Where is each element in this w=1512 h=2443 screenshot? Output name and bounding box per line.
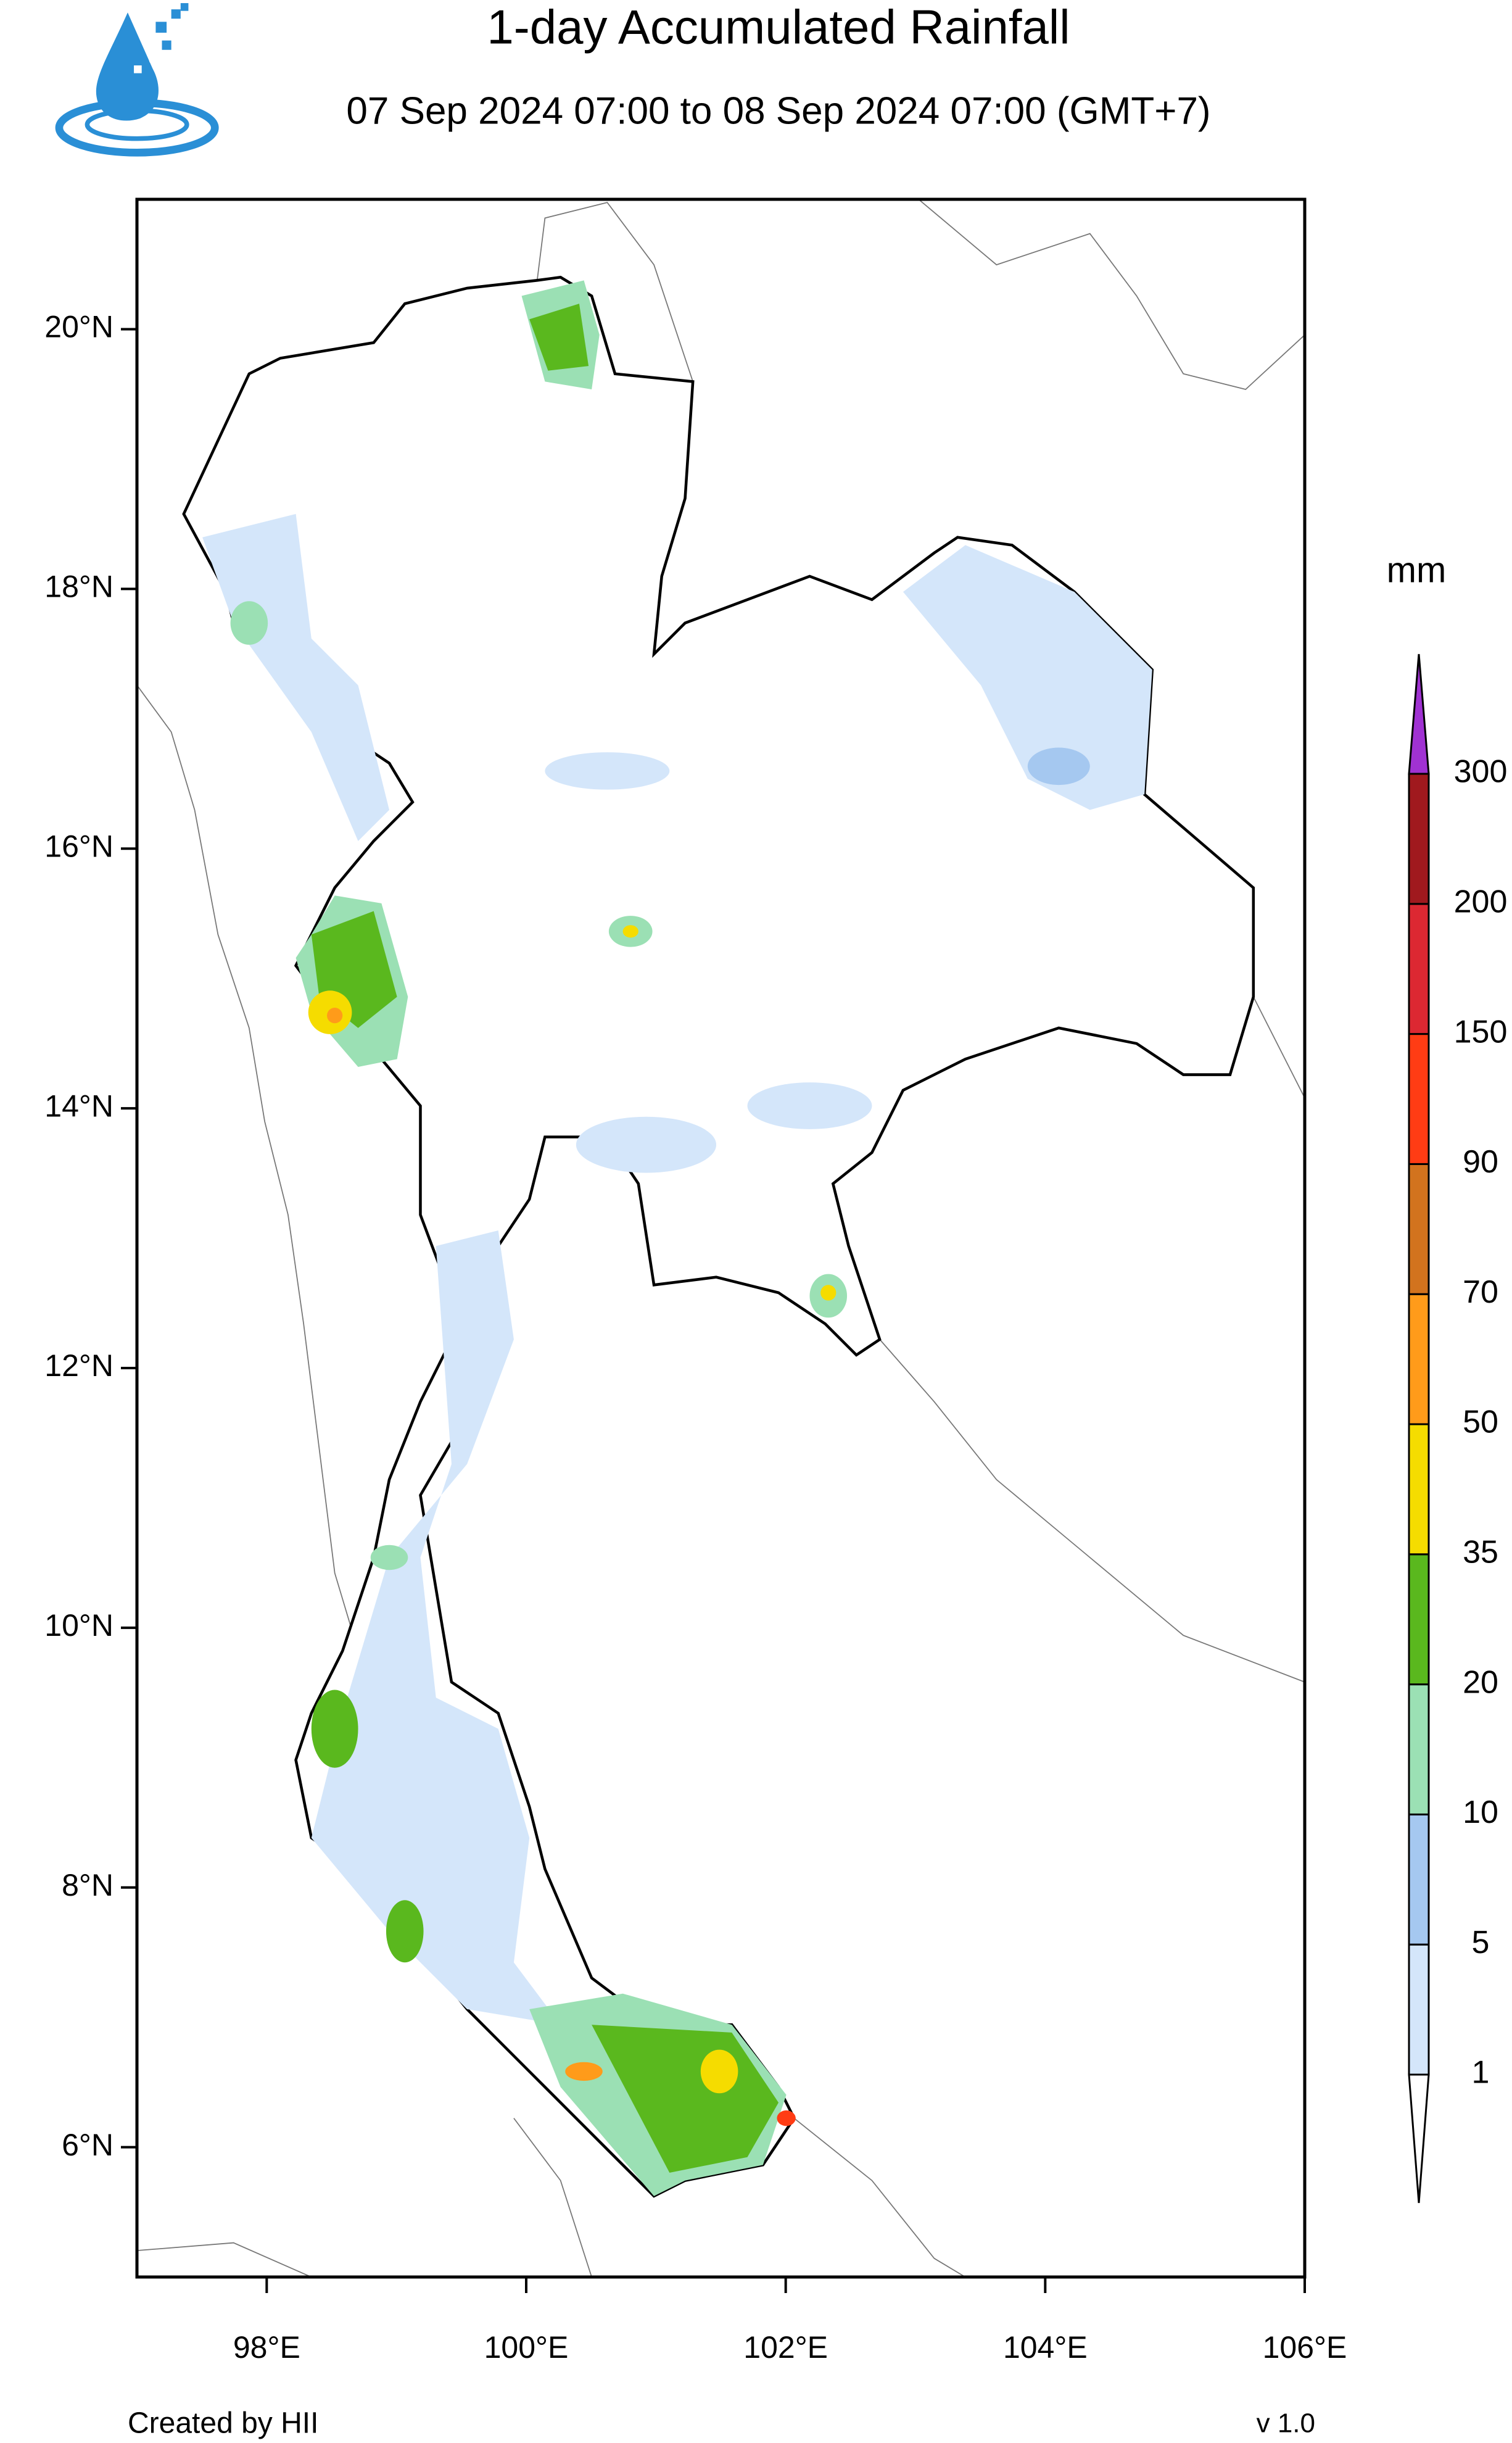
colorbar-box	[1408, 1293, 1430, 1425]
y-tick-label: 20°N	[44, 310, 114, 344]
colorbar-box	[1408, 1683, 1430, 1815]
colorbar-label: 1	[1472, 2055, 1490, 2091]
colorbar-box	[1408, 773, 1430, 905]
y-tick-label: 12°N	[44, 1348, 114, 1383]
colorbar-over	[1408, 653, 1430, 775]
neighbour-borders	[137, 199, 1305, 2277]
title: 1-day Accumulated Rainfall	[487, 0, 1070, 54]
map-frame	[135, 197, 1307, 2279]
colorbar-label: 70	[1463, 1274, 1498, 1310]
colorbar-label: 200	[1454, 884, 1508, 920]
y-tick-label: 18°N	[44, 570, 114, 604]
colorbar-label: 90	[1463, 1144, 1498, 1180]
y-tick-label: 8°N	[62, 1868, 114, 1902]
map-area	[137, 199, 1305, 2277]
y-tick-label: 6°N	[62, 2128, 114, 2162]
colorbar-box	[1408, 903, 1430, 1035]
x-tick-label: 102°E	[743, 2330, 828, 2365]
colorbar-box	[1408, 1033, 1430, 1165]
x-tick-label: 104°E	[1003, 2330, 1088, 2365]
colorbar-label: 150	[1454, 1014, 1508, 1050]
colorbar-title: mm	[1387, 550, 1447, 590]
rainfall-field	[202, 280, 1152, 2196]
colorbar-box	[1408, 1553, 1430, 1686]
colorbar-label: 5	[1472, 1925, 1490, 1960]
country-outline	[182, 275, 1255, 2198]
y-tick-label: 14°N	[44, 1089, 114, 1123]
x-tick-label: 106°E	[1263, 2330, 1347, 2365]
logo	[55, 3, 219, 157]
x-tick-label: 100°E	[484, 2330, 569, 2365]
colorbar-label: 300	[1454, 754, 1508, 790]
subtitle: 07 Sep 2024 07:00 to 08 Sep 2024 07:00 (…	[346, 89, 1210, 132]
colorbar-under	[1408, 2073, 1430, 2204]
colorbar-box	[1408, 1813, 1430, 1946]
colorbar-box	[1408, 1423, 1430, 1556]
version: v 1.0	[1257, 2408, 1315, 2439]
colorbar-box	[1408, 1943, 1430, 2076]
y-tick-label: 10°N	[44, 1608, 114, 1643]
colorbar-label: 20	[1463, 1664, 1498, 1700]
colorbar-box	[1408, 1163, 1430, 1295]
x-tick-label: 98°E	[233, 2330, 300, 2365]
colorbar-label: 10	[1463, 1794, 1498, 1830]
colorbar-label: 50	[1463, 1404, 1498, 1440]
credit: Created by HII	[128, 2407, 318, 2440]
colorbar-label: 35	[1463, 1535, 1498, 1570]
y-tick-label: 16°N	[44, 829, 114, 863]
